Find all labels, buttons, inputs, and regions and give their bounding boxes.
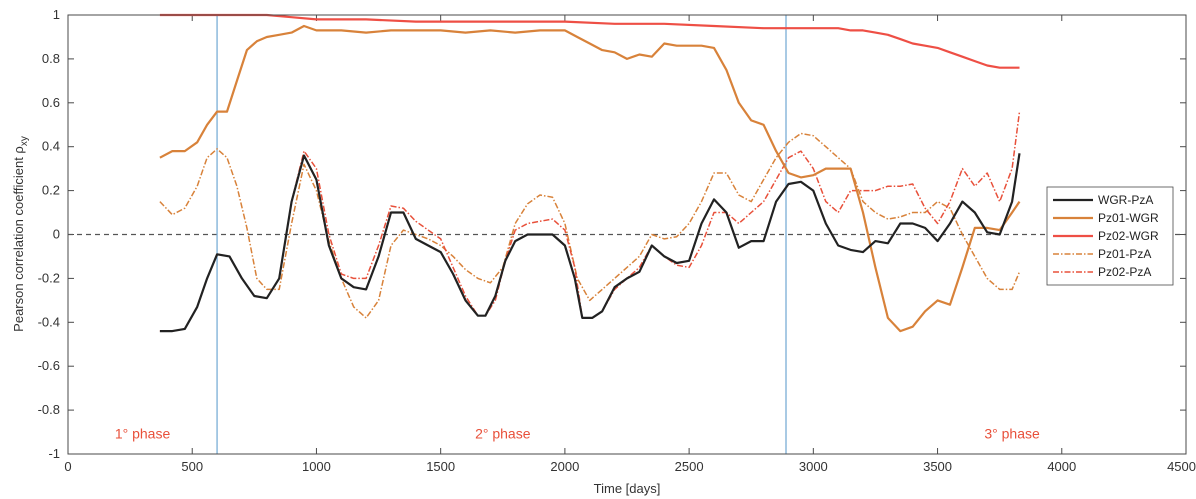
y-tick-label: 0.8 bbox=[42, 51, 60, 66]
x-tick-label: 3500 bbox=[923, 459, 952, 474]
y-tick-label: 0.6 bbox=[42, 95, 60, 110]
phase-label: 3° phase bbox=[984, 426, 1040, 442]
legend-label: WGR-PzA bbox=[1098, 193, 1153, 207]
y-tick-label: -0.6 bbox=[38, 358, 60, 373]
x-tick-label: 1500 bbox=[426, 459, 455, 474]
x-tick-label: 2500 bbox=[675, 459, 704, 474]
legend-label: Pz01-WGR bbox=[1098, 211, 1159, 225]
y-tick-label: -0.2 bbox=[38, 270, 60, 285]
phase-label: 1° phase bbox=[115, 426, 171, 442]
x-tick-label: 4000 bbox=[1047, 459, 1076, 474]
tick-labels: 0 500 1000 1500 2000 2500 3000 3500 4000 4500 -1 -0… bbox=[38, 7, 1196, 474]
y-tick-label: -1 bbox=[48, 446, 60, 461]
y-tick-label: -0.8 bbox=[38, 402, 60, 417]
y-tick-label: 0.4 bbox=[42, 139, 60, 154]
x-tick-label: 0 bbox=[64, 459, 71, 474]
y-tick-label: 1 bbox=[53, 7, 60, 22]
x-tick-label: 500 bbox=[181, 459, 203, 474]
x-axis-label: Time [days] bbox=[594, 481, 661, 496]
x-tick-label: 1000 bbox=[302, 459, 331, 474]
legend: WGR-PzA Pz01-WGR Pz02-WGR Pz01-PzA Pz02-PzA bbox=[1046, 186, 1174, 286]
phase-boundary-lines bbox=[216, 15, 787, 454]
legend-label: Pz02-WGR bbox=[1098, 229, 1159, 243]
y-tick-label: 0.2 bbox=[42, 183, 60, 198]
plot-frame bbox=[67, 14, 1187, 455]
x-tick-label: 4500 bbox=[1167, 459, 1196, 474]
legend-label: Pz01-PzA bbox=[1098, 247, 1151, 261]
phase-label: 2° phase bbox=[475, 426, 531, 442]
series-lines bbox=[159, 13, 1021, 333]
series-line-pz01-pza bbox=[159, 132, 1021, 319]
y-axis-label-subscript: xy bbox=[19, 136, 30, 146]
legend-label: Pz02-PzA bbox=[1098, 265, 1151, 279]
series-line-pz01-wgr bbox=[159, 24, 1021, 333]
y-tick-label: -0.4 bbox=[38, 314, 60, 329]
series-line-pz02-wgr bbox=[159, 13, 1020, 69]
y-tick-label: 0 bbox=[53, 227, 60, 242]
phase-labels: 1° phase 2° phase 3° phase bbox=[115, 426, 1040, 442]
x-tick-label: 2000 bbox=[550, 459, 579, 474]
y-axis-label-main: Pearson correlation coefficient ρ bbox=[11, 146, 26, 332]
x-tick-label: 3000 bbox=[799, 459, 828, 474]
y-axis-label: Pearson correlation coefficient ρxy bbox=[11, 136, 30, 332]
series-line-wgr-pza bbox=[159, 153, 1021, 333]
